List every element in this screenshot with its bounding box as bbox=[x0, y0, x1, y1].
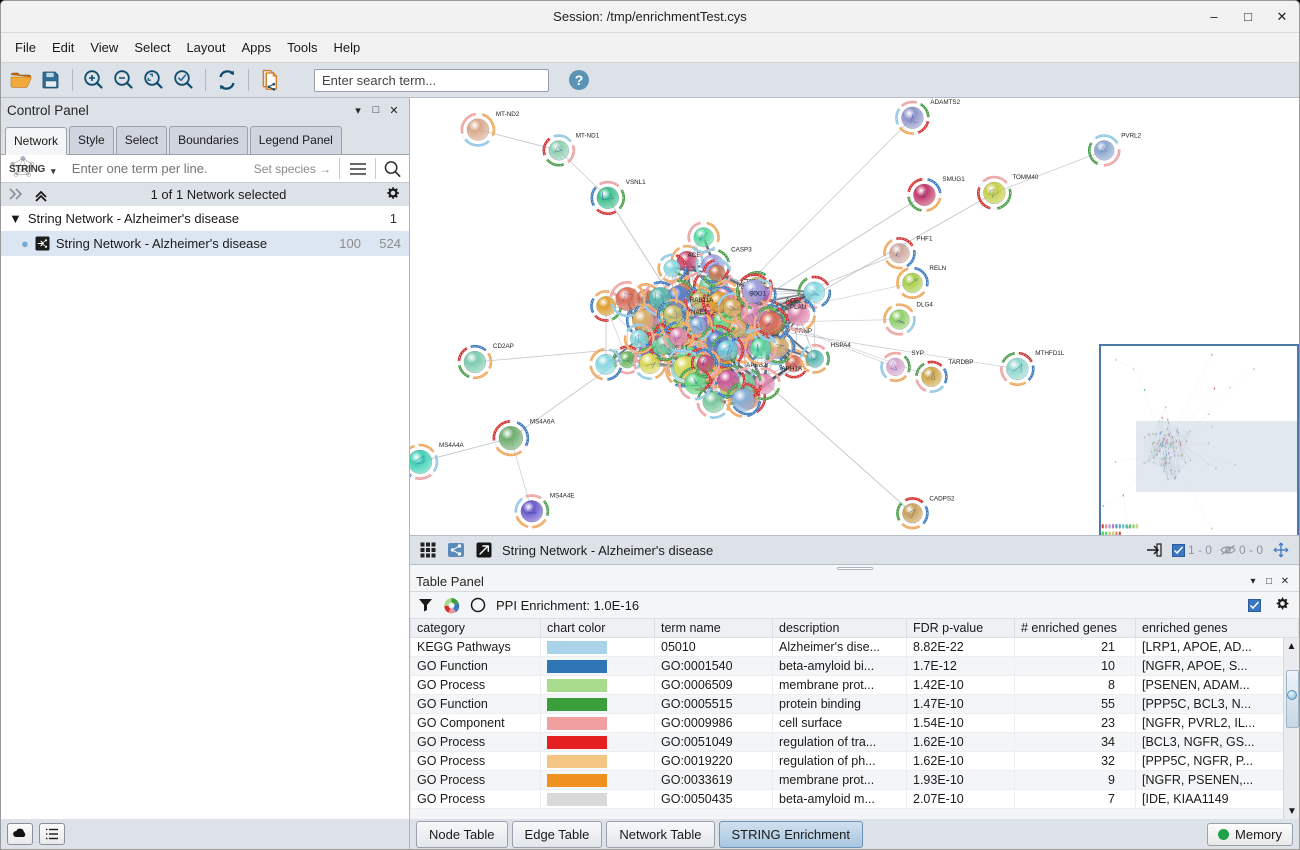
svg-text:MTHFD1L: MTHFD1L bbox=[1035, 350, 1064, 357]
svg-text:HSPA4: HSPA4 bbox=[831, 342, 852, 349]
svg-text:APH1A: APH1A bbox=[781, 366, 802, 373]
svg-text:PVRL2: PVRL2 bbox=[1121, 133, 1141, 140]
svg-text:MS4A4A: MS4A4A bbox=[439, 442, 465, 449]
svg-text:TOMM40: TOMM40 bbox=[1012, 174, 1039, 181]
svg-text:MS4A6A: MS4A6A bbox=[530, 418, 556, 425]
svg-text:MT-ND2: MT-ND2 bbox=[496, 111, 520, 118]
svg-text:MT-ND1: MT-ND1 bbox=[576, 133, 600, 140]
svg-text:?: ? bbox=[575, 72, 584, 88]
svg-text:CADPS2: CADPS2 bbox=[929, 495, 955, 502]
svg-text:SYP: SYP bbox=[911, 350, 924, 357]
svg-text:VSNL1: VSNL1 bbox=[626, 179, 646, 186]
svg-text:MS4A4E: MS4A4E bbox=[550, 492, 575, 499]
svg-text:PLAU: PLAU bbox=[790, 304, 807, 311]
svg-text:CD2AP: CD2AP bbox=[493, 343, 514, 350]
svg-text:ADAMTS2: ADAMTS2 bbox=[930, 99, 960, 106]
svg-text:DLG4: DLG4 bbox=[916, 302, 933, 309]
svg-text:CASP3: CASP3 bbox=[731, 247, 752, 254]
svg-text:SMUG1: SMUG1 bbox=[942, 176, 965, 183]
svg-text:NAE1: NAE1 bbox=[691, 309, 708, 316]
svg-text:RELN: RELN bbox=[929, 265, 946, 272]
svg-text:TARDBP: TARDBP bbox=[948, 359, 973, 366]
svg-text:RAB11A: RAB11A bbox=[690, 297, 714, 304]
svg-text:PHF1: PHF1 bbox=[916, 235, 933, 242]
svg-text:SOD1: SOD1 bbox=[749, 291, 767, 298]
svg-text:ACE: ACE bbox=[688, 252, 701, 259]
